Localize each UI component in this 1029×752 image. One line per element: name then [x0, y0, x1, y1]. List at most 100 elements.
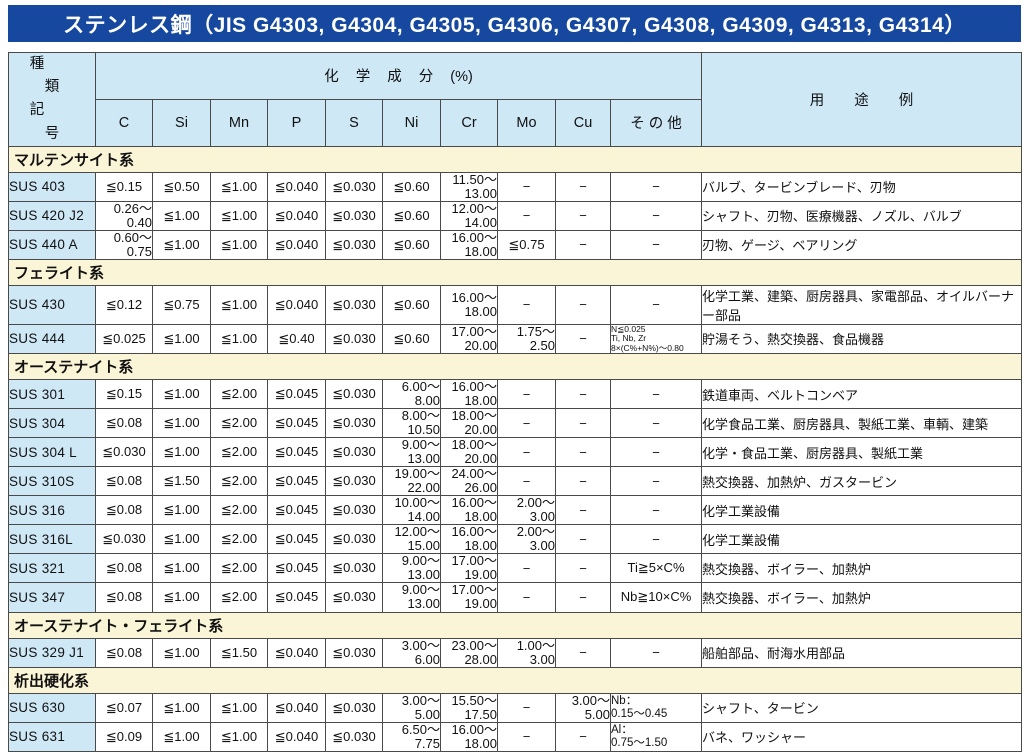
value-cell: − [609, 378, 703, 410]
table-header: 種類 記号 化学成分(%) 用途例 C Si Mn P S Ni Cr Mo Cu その他 [8, 52, 1023, 147]
col-header-Cu: Cu [555, 98, 611, 147]
value-cell: ≦1.00 [152, 323, 211, 355]
value-cell: 9.00～ 13.00 [382, 582, 441, 613]
value-cell: − [609, 637, 703, 668]
value-cell: ≦0.12 [95, 284, 153, 325]
col-header-C: C [95, 98, 153, 147]
section-label: フェライト系 [7, 258, 1023, 286]
value-cell: 23.00～ 28.00 [440, 637, 498, 668]
col-header-grade-symbol: 種類 記号 [8, 52, 96, 147]
usage-cell: 化学食品工業、厨房器具、製紙工業、車輌、建築 [701, 408, 1023, 439]
grade-cell: SUS 347 [8, 582, 96, 613]
value-cell: − [555, 378, 611, 410]
usage-cell: 熱交換器、ボイラー、加熱炉 [701, 582, 1023, 613]
value-cell: ≦0.040 [267, 229, 326, 260]
col-header-chemical-composition: 化学成分(%) [94, 52, 703, 100]
value-cell: ≦1.00 [210, 200, 268, 231]
chem-group-label: 化学成分 [324, 69, 451, 86]
section-label: オーステナイト・フェライト系 [7, 611, 1023, 639]
value-cell: ≦1.00 [210, 229, 268, 260]
value-cell: ≦0.030 [325, 323, 383, 355]
value-cell: − [609, 200, 703, 231]
page-title: ステンレス鋼（JIS G4303, G4304, G4305, G4306, G… [63, 13, 966, 37]
value-cell: ≦0.030 [325, 721, 383, 752]
value-cell: ≦0.60 [382, 284, 441, 325]
value-cell: 10.00～ 14.00 [382, 495, 441, 526]
value-cell: 15.50～ 17.50 [440, 692, 498, 723]
col-header-その他: その他 [609, 98, 703, 147]
value-cell: ≦0.045 [267, 495, 326, 526]
value-cell: ≦0.60 [382, 200, 441, 231]
value-cell: − [609, 229, 703, 260]
value-cell: − [609, 524, 703, 555]
usage-cell: 熱交換器、加熱炉、ガスタービン [701, 466, 1023, 497]
usage-header-label: 用途例 [809, 92, 944, 109]
grade-header-line1: 種類 [29, 56, 90, 96]
value-cell: ≦0.045 [267, 553, 326, 584]
usage-cell: 化学工業設備 [701, 524, 1023, 555]
value-cell: 0.26～ 0.40 [95, 200, 153, 231]
value-cell: 8.00～ 10.50 [382, 408, 441, 439]
value-cell: ≦1.00 [210, 323, 268, 355]
value-cell: N≦0.025 Ti, Nb, Zr 8×(C%+N%)～0.80 [609, 323, 703, 355]
value-cell: ≦0.040 [267, 637, 326, 668]
value-cell: ≦2.00 [210, 553, 268, 584]
value-cell: ≦1.50 [152, 466, 211, 497]
grade-cell: SUS 440 A [8, 229, 96, 260]
value-cell: ≦2.00 [210, 408, 268, 439]
value-cell: ≦1.00 [210, 284, 268, 325]
value-cell: 6.50～ 7.75 [382, 721, 441, 752]
value-cell: 2.00～ 3.00 [497, 524, 556, 555]
table-row: SUS 310S ≦0.08 ≦1.50 ≦2.00 ≦0.045 ≦0.030 19.00… [8, 466, 1023, 497]
grade-cell: SUS 403 [8, 171, 96, 202]
value-cell: − [555, 637, 611, 668]
value-cell: ≦2.00 [210, 437, 268, 468]
col-header-Mo: Mo [497, 98, 556, 147]
value-cell: − [497, 582, 556, 613]
value-cell: ≦1.00 [210, 171, 268, 202]
grade-cell: SUS 631 [8, 721, 96, 752]
value-cell: − [609, 408, 703, 439]
value-cell: ≦0.030 [325, 284, 383, 325]
grade-cell: SUS 304 L [8, 437, 96, 468]
value-cell: 12.00～ 14.00 [440, 200, 498, 231]
value-cell: − [497, 437, 556, 468]
value-cell: ≦0.030 [325, 553, 383, 584]
value-cell: 3.00～ 5.00 [382, 692, 441, 723]
usage-cell: バルブ、タービンブレード、刃物 [701, 171, 1023, 202]
table-row: SUS 403 ≦0.15 ≦0.50 ≦1.00 ≦0.040 ≦0.030 ≦0.60 1… [8, 171, 1023, 202]
table-row: SUS 316 ≦0.08 ≦1.00 ≦2.00 ≦0.045 ≦0.030 10.00～… [8, 495, 1023, 526]
value-cell: ≦0.08 [95, 582, 153, 613]
value-cell: ≦0.030 [325, 408, 383, 439]
table-body: マルテンサイト系 SUS 403 ≦0.15 ≦0.50 ≦1.00 ≦0.040 ≦0.0… [7, 145, 1023, 752]
grade-cell: SUS 430 [8, 284, 96, 325]
table-row: SUS 631 ≦0.09 ≦1.00 ≦1.00 ≦0.040 ≦0.030 6.50～ … [8, 721, 1023, 752]
value-cell: − [497, 171, 556, 202]
value-cell: ≦1.00 [152, 437, 211, 468]
value-cell: − [555, 466, 611, 497]
section-label: 析出硬化系 [7, 666, 1023, 694]
value-cell: 17.00～ 19.00 [440, 582, 498, 613]
value-cell: ≦2.00 [210, 466, 268, 497]
grade-cell: SUS 304 [8, 408, 96, 439]
table-row: SUS 420 J2 0.26～ 0.40 ≦1.00 ≦1.00 ≦0.040 ≦0.0… [8, 200, 1023, 231]
value-cell: − [609, 437, 703, 468]
usage-cell: 鉄道車両、ベルトコンベア [701, 378, 1023, 410]
table-row: SUS 440 A 0.60～ 0.75 ≦1.00 ≦1.00 ≦0.040 ≦0.03… [8, 229, 1023, 260]
value-cell: ≦0.045 [267, 437, 326, 468]
value-cell: − [555, 553, 611, 584]
value-cell: 1.75～ 2.50 [497, 323, 556, 355]
value-cell: ≦0.030 [325, 637, 383, 668]
table-row: SUS 304 L ≦0.030 ≦1.00 ≦2.00 ≦0.045 ≦0.030 9.0… [8, 437, 1023, 468]
grade-cell: SUS 316L [8, 524, 96, 555]
value-cell: ≦1.00 [152, 408, 211, 439]
col-header-Ni: Ni [382, 98, 441, 147]
table-row: SUS 329 J1 ≦0.08 ≦1.00 ≦1.50 ≦0.040 ≦0.030 3.0… [8, 637, 1023, 668]
value-cell: 9.00～ 13.00 [382, 437, 441, 468]
value-cell: 3.00～ 5.00 [555, 692, 611, 723]
value-cell: ≦1.00 [210, 692, 268, 723]
table-row: SUS 347 ≦0.08 ≦1.00 ≦2.00 ≦0.045 ≦0.030 9.00～ … [8, 582, 1023, 613]
value-cell: 11.50～ 13.00 [440, 171, 498, 202]
value-cell: ≦1.00 [152, 637, 211, 668]
value-cell: ≦0.045 [267, 524, 326, 555]
